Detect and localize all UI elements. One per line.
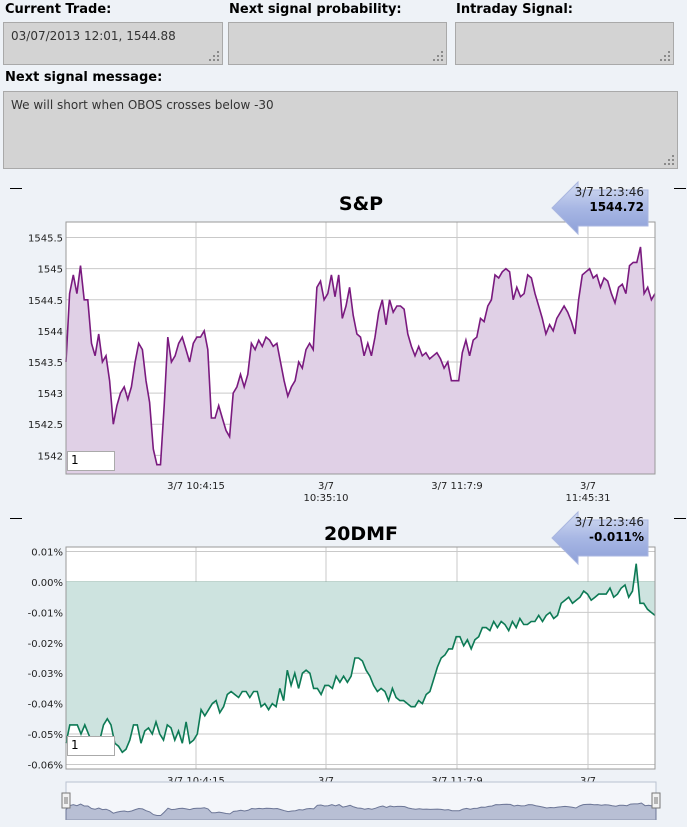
sp-chart: 1545.5 1545 1544.5 1544 1543.5 1543 1542.5 1542…	[0, 180, 687, 510]
range-navigator[interactable]	[0, 780, 687, 827]
tooltip-value: 1544.72	[589, 200, 644, 214]
x-tick-label: 3/7 10:4:15	[167, 776, 225, 785]
dmf-tooltip: 3/7 12:3:46 -0.011%	[552, 512, 652, 564]
y-tick-label: 1542.5	[28, 420, 63, 431]
navigator-series	[65, 802, 657, 821]
y-tick-label: -0.02%	[28, 639, 63, 650]
navigator-right-handle[interactable]	[651, 792, 661, 809]
resize-grip-icon[interactable]	[209, 51, 219, 61]
next-signal-message-label: Next signal message:	[5, 70, 163, 85]
dmf-chart: 0.01% 0.00% -0.01% -0.02% -0.03% -0.04% -0.05%…	[0, 510, 687, 785]
tooltip-time: 3/7 12:3:46	[574, 185, 644, 199]
tooltip-arrow-icon	[551, 180, 649, 236]
tooltip-value: -0.011%	[589, 530, 644, 544]
plot-border	[65, 546, 656, 770]
x-tick-label: 3/711:45:31	[566, 776, 611, 785]
dmf-series-line	[65, 563, 656, 754]
next-signal-message-value: We will short when OBOS crosses below -3…	[11, 98, 274, 112]
y-tick-label: 0.01%	[31, 548, 63, 559]
zoom-input[interactable]: 1	[67, 736, 115, 756]
minimize-icon[interactable]	[674, 188, 686, 189]
navigator-left-handle[interactable]	[61, 792, 71, 809]
y-tick-label: 1544	[38, 327, 63, 338]
next-signal-probability-field[interactable]	[228, 22, 447, 65]
sp-area-fill	[66, 246, 655, 474]
dmf-area-fill	[66, 563, 655, 753]
y-axis-labels: 0.01% 0.00% -0.01% -0.02% -0.03% -0.04% -0.05%…	[28, 548, 63, 772]
sp-series-line	[65, 246, 656, 466]
dmf-chart-svg: 0.01% 0.00% -0.01% -0.02% -0.03% -0.04% -0.05%…	[28, 510, 656, 785]
resize-grip-icon[interactable]	[433, 51, 443, 61]
y-tick-label: -0.05%	[28, 730, 63, 741]
y-tick-label: -0.04%	[28, 700, 63, 711]
current-trade-label: Current Trade:	[5, 2, 112, 17]
y-tick-label: 1545	[38, 265, 63, 276]
x-tick-label: 3/7 10:4:15	[167, 481, 225, 492]
x-axis-labels: 3/7 10:4:15 3/710:35:10 3/7 11:7:9 3/711:45…	[167, 776, 611, 785]
y-tick-label: 1543	[38, 389, 63, 400]
current-trade-value: 03/07/2013 12:01, 1544.88	[11, 29, 176, 43]
plot-border	[65, 221, 656, 475]
y-tick-label: 1543.5	[28, 358, 63, 369]
y-tick-label: 1545.5	[28, 234, 63, 245]
tooltip-time: 3/7 12:3:46	[574, 515, 644, 529]
sp-chart-svg: 1545.5 1545 1544.5 1544 1543.5 1543 1542.5 1542…	[28, 180, 656, 504]
tooltip-arrow-icon	[551, 510, 649, 566]
y-axis-labels: 1545.5 1545 1544.5 1544 1543.5 1543 1542.5 1542	[28, 234, 63, 463]
minimize-icon[interactable]	[10, 188, 22, 189]
y-tick-label: -0.03%	[28, 669, 63, 680]
y-tick-label: -0.06%	[28, 760, 63, 771]
next-signal-probability-label: Next signal probability:	[229, 2, 402, 17]
x-tick-label: 3/710:35:10	[304, 776, 349, 785]
y-tick-label: -0.01%	[28, 608, 63, 619]
y-tick-label: 0.00%	[31, 578, 63, 589]
x-tick-label: 3/7 11:7:9	[431, 776, 482, 785]
chart-title: 20DMF	[324, 523, 398, 545]
y-tick-label: 1542	[38, 451, 63, 462]
current-trade-field[interactable]: 03/07/2013 12:01, 1544.88	[3, 22, 223, 65]
intraday-signal-field[interactable]	[455, 22, 674, 65]
zoom-input[interactable]: 1	[67, 451, 115, 471]
x-tick-label: 3/7 11:7:9	[431, 481, 482, 492]
resize-grip-icon[interactable]	[660, 51, 670, 61]
chart-title: S&P	[339, 193, 383, 215]
y-tick-label: 1544.5	[28, 296, 63, 307]
sp-tooltip: 3/7 12:3:46 1544.72	[552, 182, 652, 234]
next-signal-message-field[interactable]: We will short when OBOS crosses below -3…	[3, 91, 678, 169]
intraday-signal-label: Intraday Signal:	[456, 2, 573, 17]
resize-grip-icon[interactable]	[664, 155, 674, 165]
minimize-icon[interactable]	[10, 518, 22, 519]
minimize-icon[interactable]	[674, 518, 686, 519]
bottom-strip	[0, 820, 687, 827]
